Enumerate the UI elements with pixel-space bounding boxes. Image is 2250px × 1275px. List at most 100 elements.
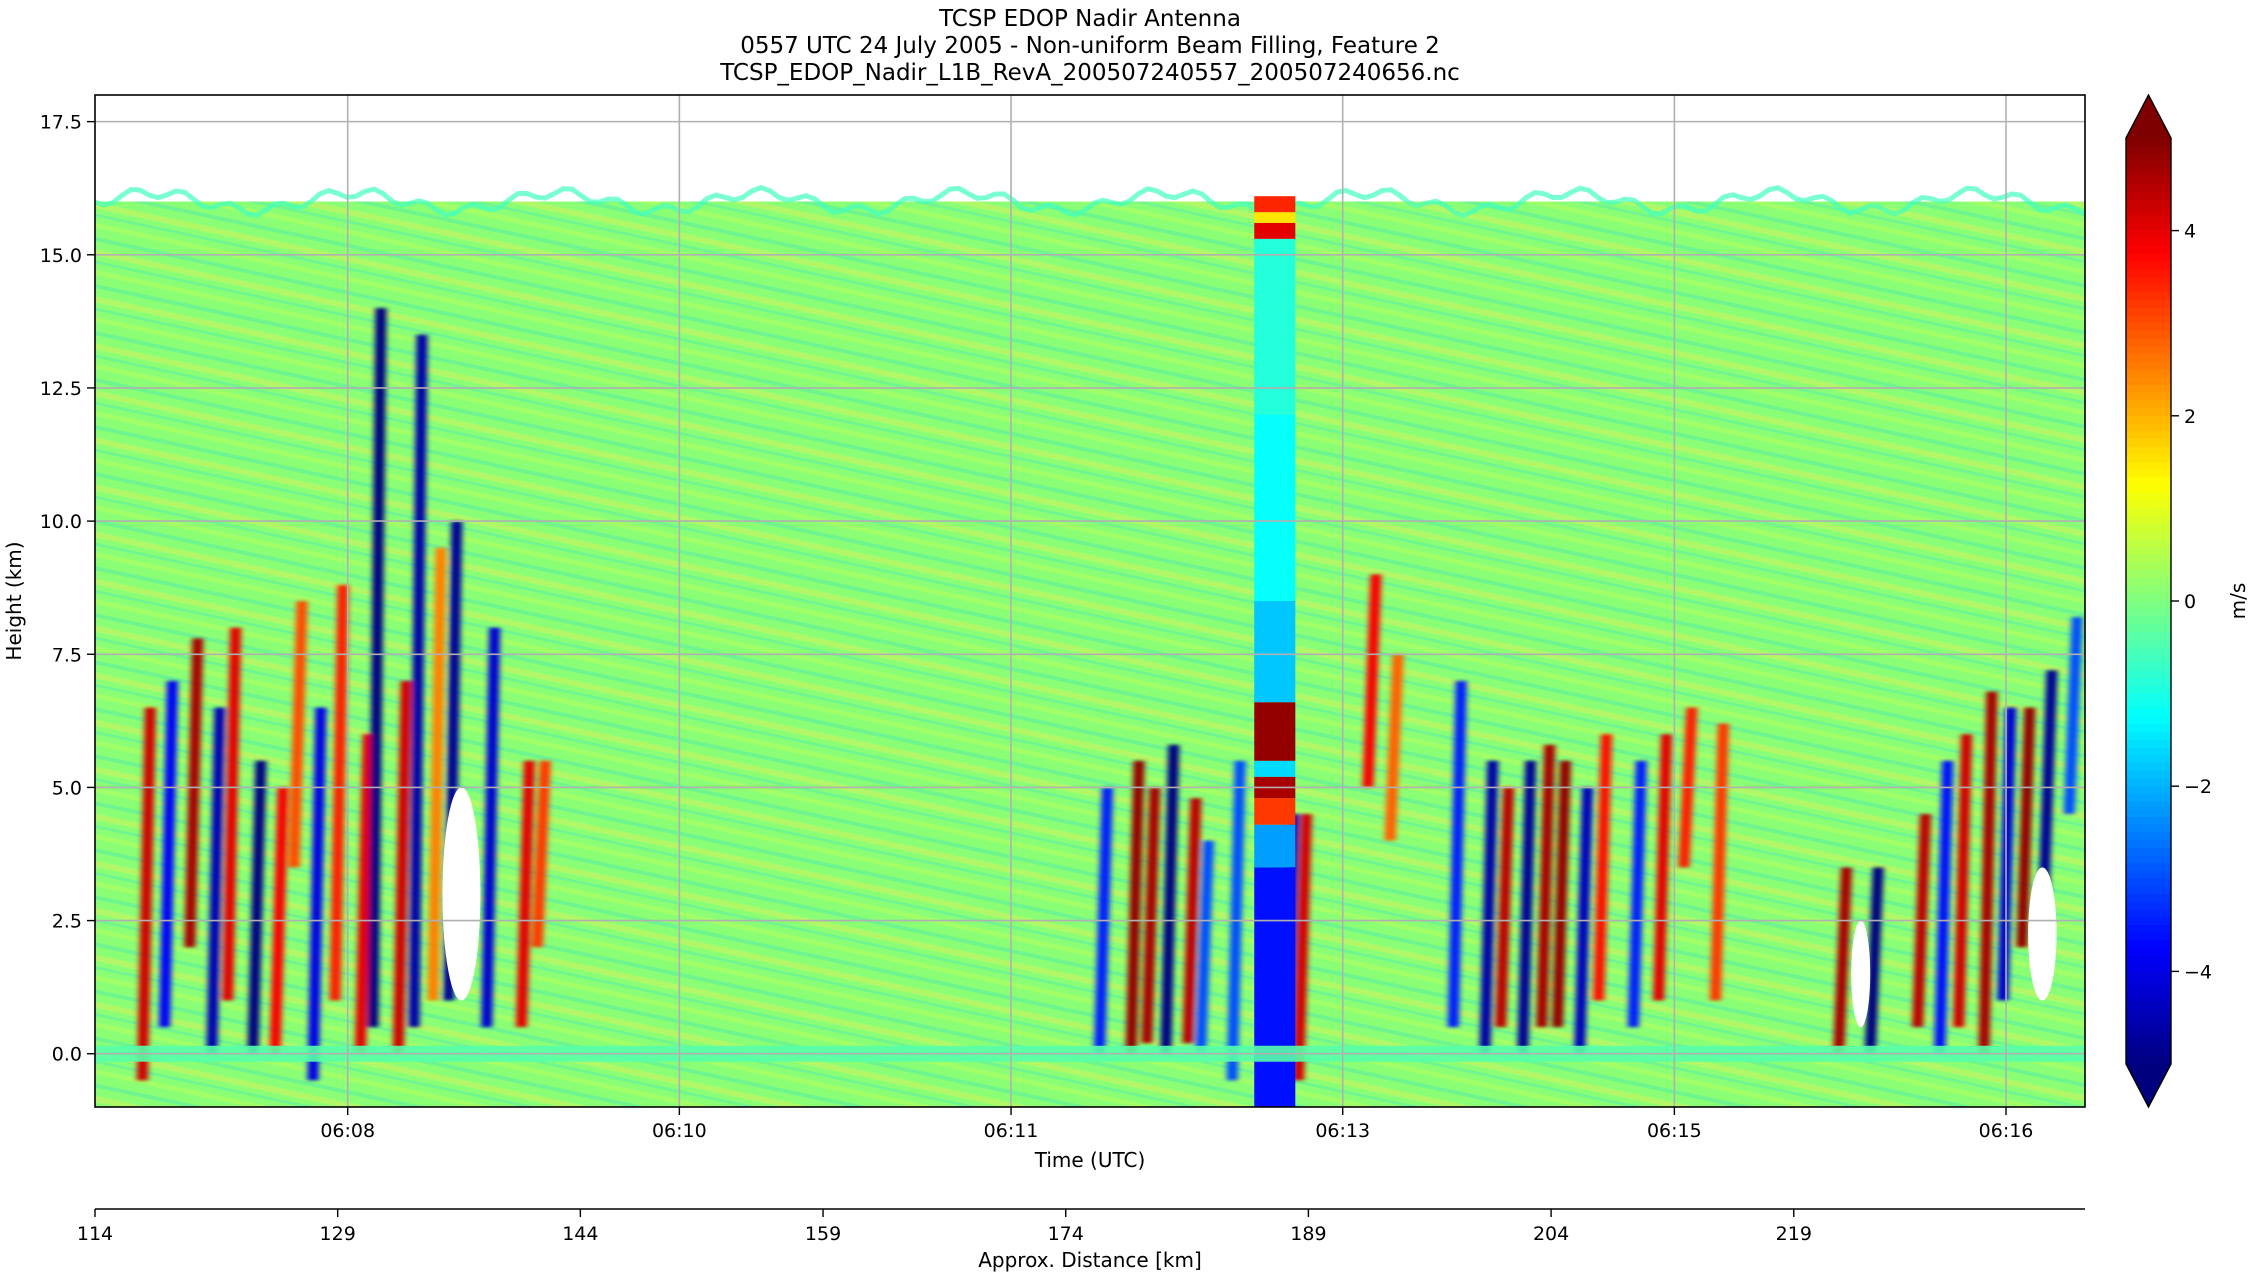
velocity-feature bbox=[1864, 867, 1884, 1054]
velocity-feature bbox=[427, 547, 447, 1001]
colorbar-step bbox=[2126, 608, 2171, 618]
y-axis-ticks: 0.0 2.5 5.0 7.5 10.0 12.5 15.0 17.5 bbox=[40, 112, 95, 1066]
colorbar-step bbox=[2126, 1017, 2171, 1027]
colorbar-step bbox=[2126, 601, 2171, 610]
colorbar-step bbox=[2126, 423, 2171, 432]
colorbar-step bbox=[2126, 238, 2171, 247]
colorbar-over-arrow bbox=[2126, 95, 2171, 138]
velocity-feature bbox=[1997, 707, 2017, 1001]
colorbar-step bbox=[2126, 616, 2171, 625]
colorbar-step bbox=[2126, 678, 2171, 687]
velocity-feature bbox=[288, 601, 308, 868]
velocity-field bbox=[95, 184, 2085, 1107]
colorbar-step bbox=[2126, 222, 2171, 232]
colorbar-step bbox=[2126, 330, 2171, 340]
colorbar-step bbox=[2126, 662, 2171, 672]
velocity-feature bbox=[367, 308, 387, 1028]
colorbar-step bbox=[2126, 932, 2171, 942]
colorbar-step bbox=[2126, 292, 2171, 301]
colorbar-step bbox=[2126, 446, 2171, 455]
calibration-segment bbox=[1254, 212, 1296, 223]
colorbar-step bbox=[2126, 955, 2171, 965]
colorbar-tick-label: 4 bbox=[2184, 221, 2196, 243]
colorbar-step bbox=[2126, 492, 2171, 502]
colorbar-step bbox=[2126, 986, 2171, 996]
colorbar-step bbox=[2126, 1002, 2171, 1011]
colorbar-step bbox=[2126, 307, 2171, 317]
colorbar-step bbox=[2126, 392, 2171, 401]
colorbar-step bbox=[2126, 284, 2171, 293]
distance-tick-label: 144 bbox=[562, 1223, 598, 1245]
velocity-feature bbox=[1833, 867, 1853, 1054]
colorbar-step bbox=[2126, 508, 2171, 517]
colorbar-step bbox=[2126, 647, 2171, 656]
colorbar-step bbox=[2126, 1040, 2171, 1050]
distance-tick-label: 129 bbox=[320, 1223, 356, 1245]
colorbar-step bbox=[2126, 624, 2171, 633]
colorbar-step bbox=[2126, 184, 2171, 193]
colorbar-step bbox=[2126, 917, 2171, 926]
colorbar-step bbox=[2126, 300, 2171, 309]
colorbar-step bbox=[2126, 909, 2171, 918]
velocity-feature bbox=[2063, 616, 2083, 815]
velocity-feature bbox=[1160, 744, 1180, 1054]
colorbar-step bbox=[2126, 577, 2171, 587]
velocity-feature bbox=[1495, 787, 1515, 1028]
colorbar-step bbox=[2126, 338, 2171, 347]
x-axis-label: Time (UTC) bbox=[1034, 1148, 1146, 1172]
velocity-feature bbox=[158, 680, 178, 1028]
colorbar-step bbox=[2126, 1009, 2171, 1019]
y-tick-label: 10.0 bbox=[40, 511, 82, 533]
calibration-segment bbox=[1254, 867, 1296, 1107]
colorbar-step bbox=[2126, 963, 2171, 972]
distance-axis-label: Approx. Distance [km] bbox=[978, 1248, 1202, 1272]
velocity-feature bbox=[1195, 840, 1215, 1054]
colorbar-step bbox=[2126, 732, 2171, 741]
colorbar-step bbox=[2126, 570, 2171, 579]
colorbar-step bbox=[2126, 655, 2171, 664]
colorbar-step bbox=[2126, 832, 2171, 841]
colorbar: −4 −2 0 2 4 m/s bbox=[2125, 93, 2250, 1109]
y-tick-label: 12.5 bbox=[40, 378, 82, 400]
x-tick-label: 06:13 bbox=[1315, 1120, 1370, 1142]
colorbar-step bbox=[2126, 1033, 2171, 1042]
chart-filename: TCSP_EDOP_Nadir_L1B_RevA_200507240557_20… bbox=[719, 60, 1460, 86]
colorbar-step bbox=[2126, 168, 2171, 178]
calibration-segment bbox=[1254, 824, 1296, 868]
colorbar-step bbox=[2126, 631, 2171, 641]
colorbar-step bbox=[2126, 438, 2171, 448]
calibration-segment bbox=[1254, 414, 1296, 601]
colorbar-step bbox=[2126, 546, 2171, 556]
velocity-feature bbox=[1978, 691, 1998, 1054]
colorbar-step bbox=[2126, 161, 2171, 170]
colorbar-step bbox=[2126, 469, 2171, 479]
velocity-feature bbox=[1653, 734, 1673, 1001]
y-tick-label: 17.5 bbox=[40, 112, 82, 134]
colorbar-step bbox=[2126, 485, 2171, 494]
colorbar-step bbox=[2126, 523, 2171, 533]
colorbar-step bbox=[2126, 253, 2171, 263]
colorbar-tick-label: −2 bbox=[2184, 776, 2212, 798]
colorbar-tick-label: 2 bbox=[2184, 406, 2196, 428]
calibration-segment bbox=[1254, 196, 1296, 213]
colorbar-step bbox=[2126, 361, 2171, 371]
colorbar-step bbox=[2126, 477, 2171, 486]
velocity-feature bbox=[1536, 744, 1556, 1028]
colorbar-step bbox=[2126, 408, 2171, 417]
colorbar-step bbox=[2126, 948, 2171, 957]
velocity-feature bbox=[1141, 787, 1161, 1044]
colorbar-tick-label: 0 bbox=[2184, 591, 2196, 613]
velocity-feature bbox=[307, 707, 327, 1081]
colorbar-step bbox=[2126, 971, 2171, 980]
colorbar-step bbox=[2126, 539, 2171, 548]
colorbar-step bbox=[2126, 840, 2171, 849]
velocity-feature bbox=[354, 734, 374, 1054]
velocity-feature bbox=[1125, 760, 1145, 1054]
colorbar-step bbox=[2126, 685, 2171, 695]
colorbar-step bbox=[2126, 1025, 2171, 1034]
colorbar-step bbox=[2126, 462, 2171, 471]
colorbar-step bbox=[2126, 763, 2171, 772]
distance-tick-label: 219 bbox=[1776, 1223, 1812, 1245]
colorbar-step bbox=[2126, 801, 2171, 810]
colorbar-step bbox=[2126, 207, 2171, 216]
